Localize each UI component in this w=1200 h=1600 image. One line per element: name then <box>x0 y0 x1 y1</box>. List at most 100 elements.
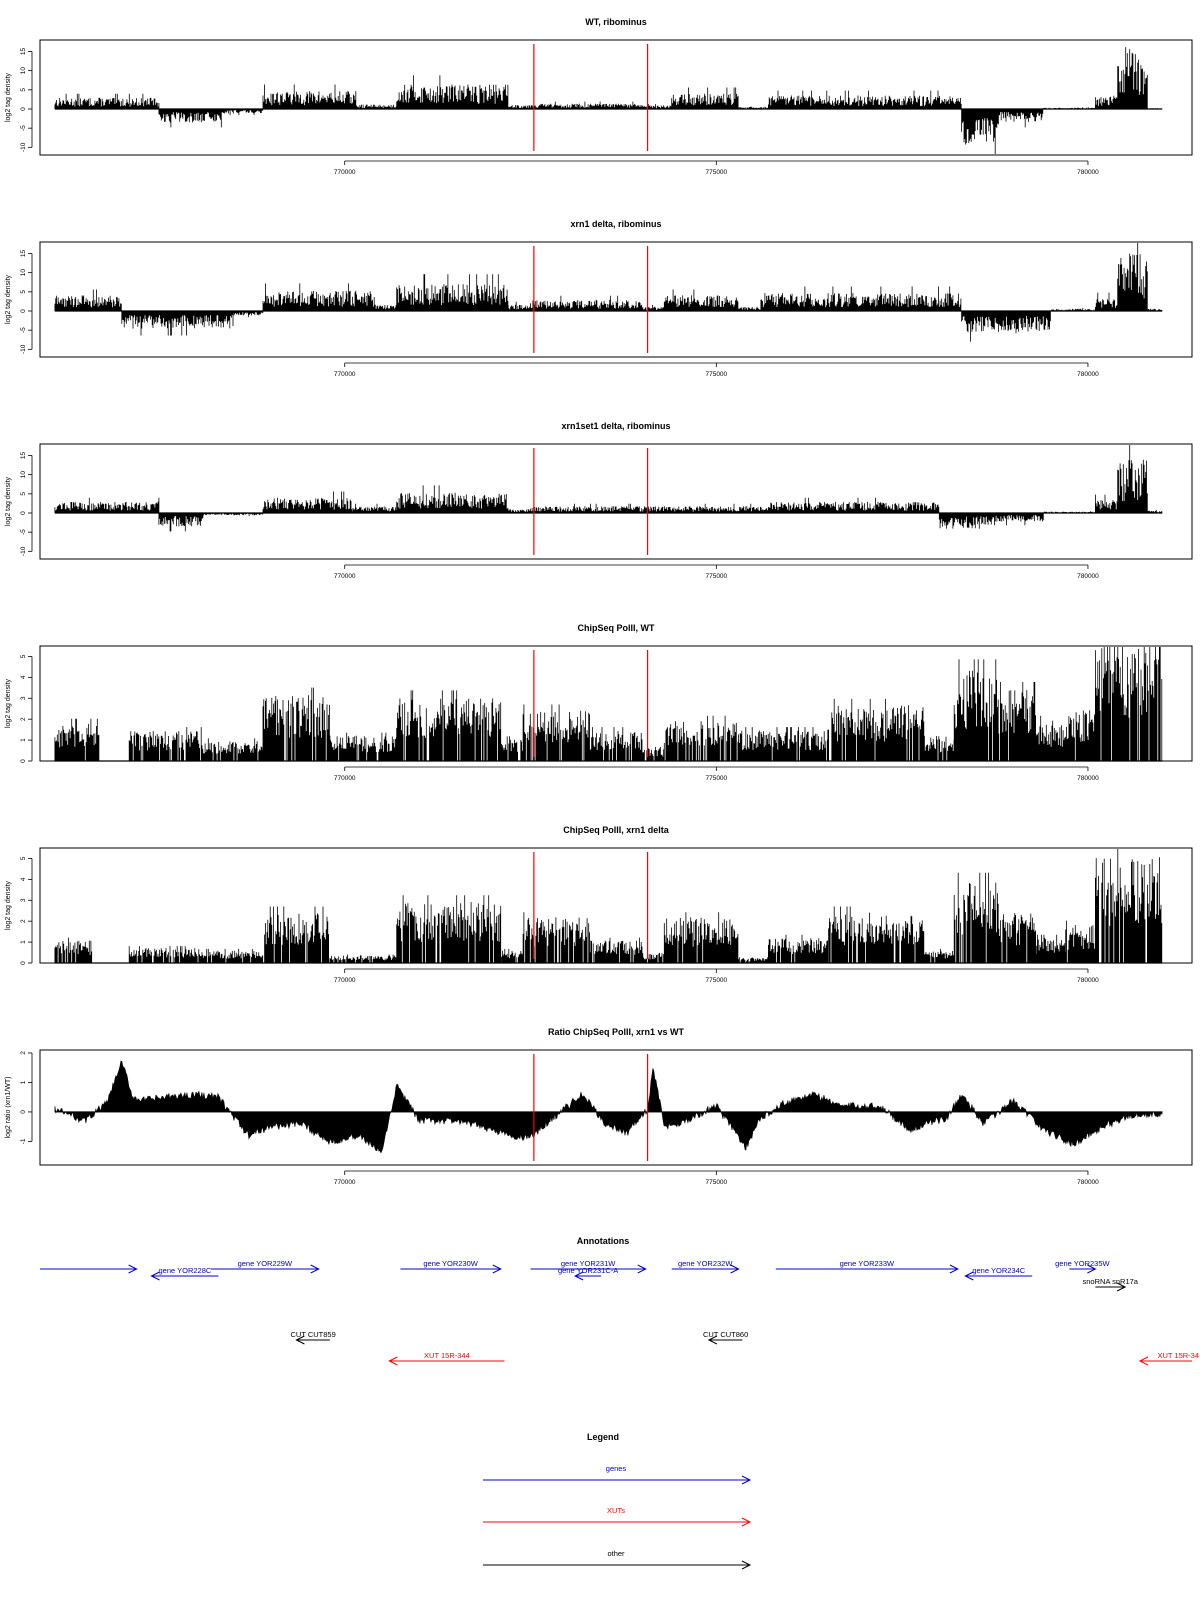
chart-title: Ratio ChipSeq PolII, xrn1 vs WT <box>548 1027 685 1037</box>
arrow-head <box>707 1335 718 1345</box>
y-axis-label: log2 tag density <box>5 678 12 728</box>
arrow-head <box>150 1271 160 1281</box>
y-tick-label: 5 <box>20 492 27 496</box>
x-tick-label: 770000 <box>334 573 356 580</box>
x-tick-label: 775000 <box>705 1179 727 1186</box>
x-axis: 770000 775000 780000 <box>334 766 1099 782</box>
arrow-head <box>1116 1282 1127 1292</box>
chart-panel-2: xrn1 delta, ribominus log2 tag density -10… <box>5 219 1193 378</box>
y-tick-label: -10 <box>20 344 27 354</box>
chart-panel-4: ChipSeq PolII, WT log2 tag density 0 1 2 3 4 5 7… <box>5 623 1193 782</box>
arrow-head <box>388 1356 398 1366</box>
feature-gene-10: gene YOR235W <box>1055 1259 1111 1274</box>
x-axis: 770000 775000 780000 <box>334 968 1099 984</box>
y-axis-label: log2 tag density <box>5 880 12 930</box>
feature-other-12: CUT CUT859 <box>290 1330 336 1345</box>
y-axis: -10 -5 0 5 10 15 <box>20 250 33 354</box>
legend-label: genes <box>606 1464 627 1473</box>
y-tick-label: 0 <box>20 107 27 111</box>
arrow-head <box>1138 1356 1149 1366</box>
plot-frame <box>39 847 1193 964</box>
y-tick-label: 5 <box>20 88 27 92</box>
y-tick-label: 10 <box>20 269 27 277</box>
plot-frame <box>39 241 1193 358</box>
chart-title: ChipSeq PolII, WT <box>578 623 655 633</box>
legend-title: Legend <box>587 1432 619 1442</box>
y-tick-label: 5 <box>20 654 27 658</box>
x-axis: 770000 775000 780000 <box>334 564 1099 580</box>
legend-item-genes: genes <box>483 1464 752 1485</box>
y-axis: 0 1 2 3 4 5 <box>20 654 33 763</box>
chart-title: WT, ribominus <box>585 17 647 27</box>
feature-gene-1 <box>40 1264 138 1274</box>
y-tick-label: -5 <box>20 529 27 535</box>
feature-label: gene YOR228C <box>159 1266 212 1275</box>
x-tick-label: 770000 <box>334 371 356 378</box>
arrow-head <box>741 1560 752 1570</box>
arrow-head <box>637 1264 647 1274</box>
x-tick-label: 780000 <box>1077 573 1099 580</box>
y-axis: 0 1 2 3 4 5 <box>20 856 33 965</box>
y-tick-label: -5 <box>20 125 27 131</box>
legend-item-xuts: XUTs <box>483 1506 752 1527</box>
legend-item-other: other <box>483 1549 752 1570</box>
y-axis: -10 -5 0 5 10 15 <box>20 452 33 556</box>
data-bars <box>54 243 1163 342</box>
y-tick-label: 2 <box>20 919 27 923</box>
y-tick-label: 5 <box>20 290 27 294</box>
y-axis: -10 -5 0 5 10 15 <box>20 48 33 152</box>
y-tick-label: 0 <box>20 309 27 313</box>
y-tick-label: 1 <box>20 738 27 742</box>
legend-label: XUTs <box>607 1506 625 1515</box>
feature-gene-4: gene YOR230W <box>400 1259 502 1274</box>
feature-gene-9: gene YOR234C <box>964 1266 1033 1281</box>
chart-title: xrn1 delta, ribominus <box>570 219 661 229</box>
y-tick-label: 2 <box>20 717 27 721</box>
x-axis: 770000 775000 780000 <box>334 1170 1099 1186</box>
x-tick-label: 780000 <box>1077 169 1099 176</box>
feature-label: snoRNA snR17a <box>1083 1277 1139 1286</box>
x-tick-label: 770000 <box>334 169 356 176</box>
arrow-head <box>964 1271 974 1281</box>
feature-other-11: snoRNA snR17a <box>1083 1277 1139 1292</box>
y-tick-label: 4 <box>20 675 27 679</box>
feature-gene-7: gene YOR232W <box>671 1259 740 1274</box>
y-tick-label: 10 <box>20 471 27 479</box>
y-tick-label: 1 <box>20 940 27 944</box>
chart-title: ChipSeq PolII, xrn1 delta <box>563 825 670 835</box>
arrow-head <box>492 1264 502 1274</box>
y-tick-label: -1 <box>20 1138 27 1144</box>
x-tick-label: 775000 <box>705 371 727 378</box>
x-axis: 770000 775000 780000 <box>334 362 1099 378</box>
feature-label: gene YOR235W <box>1055 1259 1110 1268</box>
annotations-title: Annotations <box>577 1236 630 1246</box>
y-tick-label: 1 <box>20 1080 27 1084</box>
plot-frame <box>39 1049 1193 1166</box>
arrow-head <box>574 1271 584 1281</box>
chart-panel-3: xrn1set1 delta, ribominus log2 tag densit… <box>5 421 1193 580</box>
y-axis-label: log2 tag density <box>5 274 12 324</box>
feature-label: CUT CUT859 <box>290 1330 335 1339</box>
plot-frame <box>39 443 1193 560</box>
y-tick-label: -10 <box>20 142 27 152</box>
feature-label: gene YOR233W <box>840 1259 895 1268</box>
feature-label: XUT 15R-34 <box>1157 1351 1199 1360</box>
x-tick-label: 775000 <box>705 169 727 176</box>
arrow-head <box>295 1335 305 1345</box>
plot-frame <box>39 645 1193 762</box>
x-tick-label: 780000 <box>1077 1179 1099 1186</box>
legend-arrow <box>483 1517 752 1527</box>
ratio-area <box>54 1060 1163 1154</box>
y-tick-label: 2 <box>20 1051 27 1055</box>
x-tick-label: 775000 <box>705 977 727 984</box>
feature-label: gene YOR232W <box>678 1259 733 1268</box>
legend-arrow <box>483 1560 752 1570</box>
feature-gene-8: gene YOR233W <box>775 1259 960 1274</box>
data-bars <box>54 445 1163 532</box>
arrow-head <box>310 1264 320 1274</box>
arrow-head <box>741 1517 752 1527</box>
data-bars <box>54 47 1163 154</box>
feature-label: gene YOR230W <box>423 1259 478 1268</box>
feature-label: gene YOR231W <box>561 1259 616 1268</box>
